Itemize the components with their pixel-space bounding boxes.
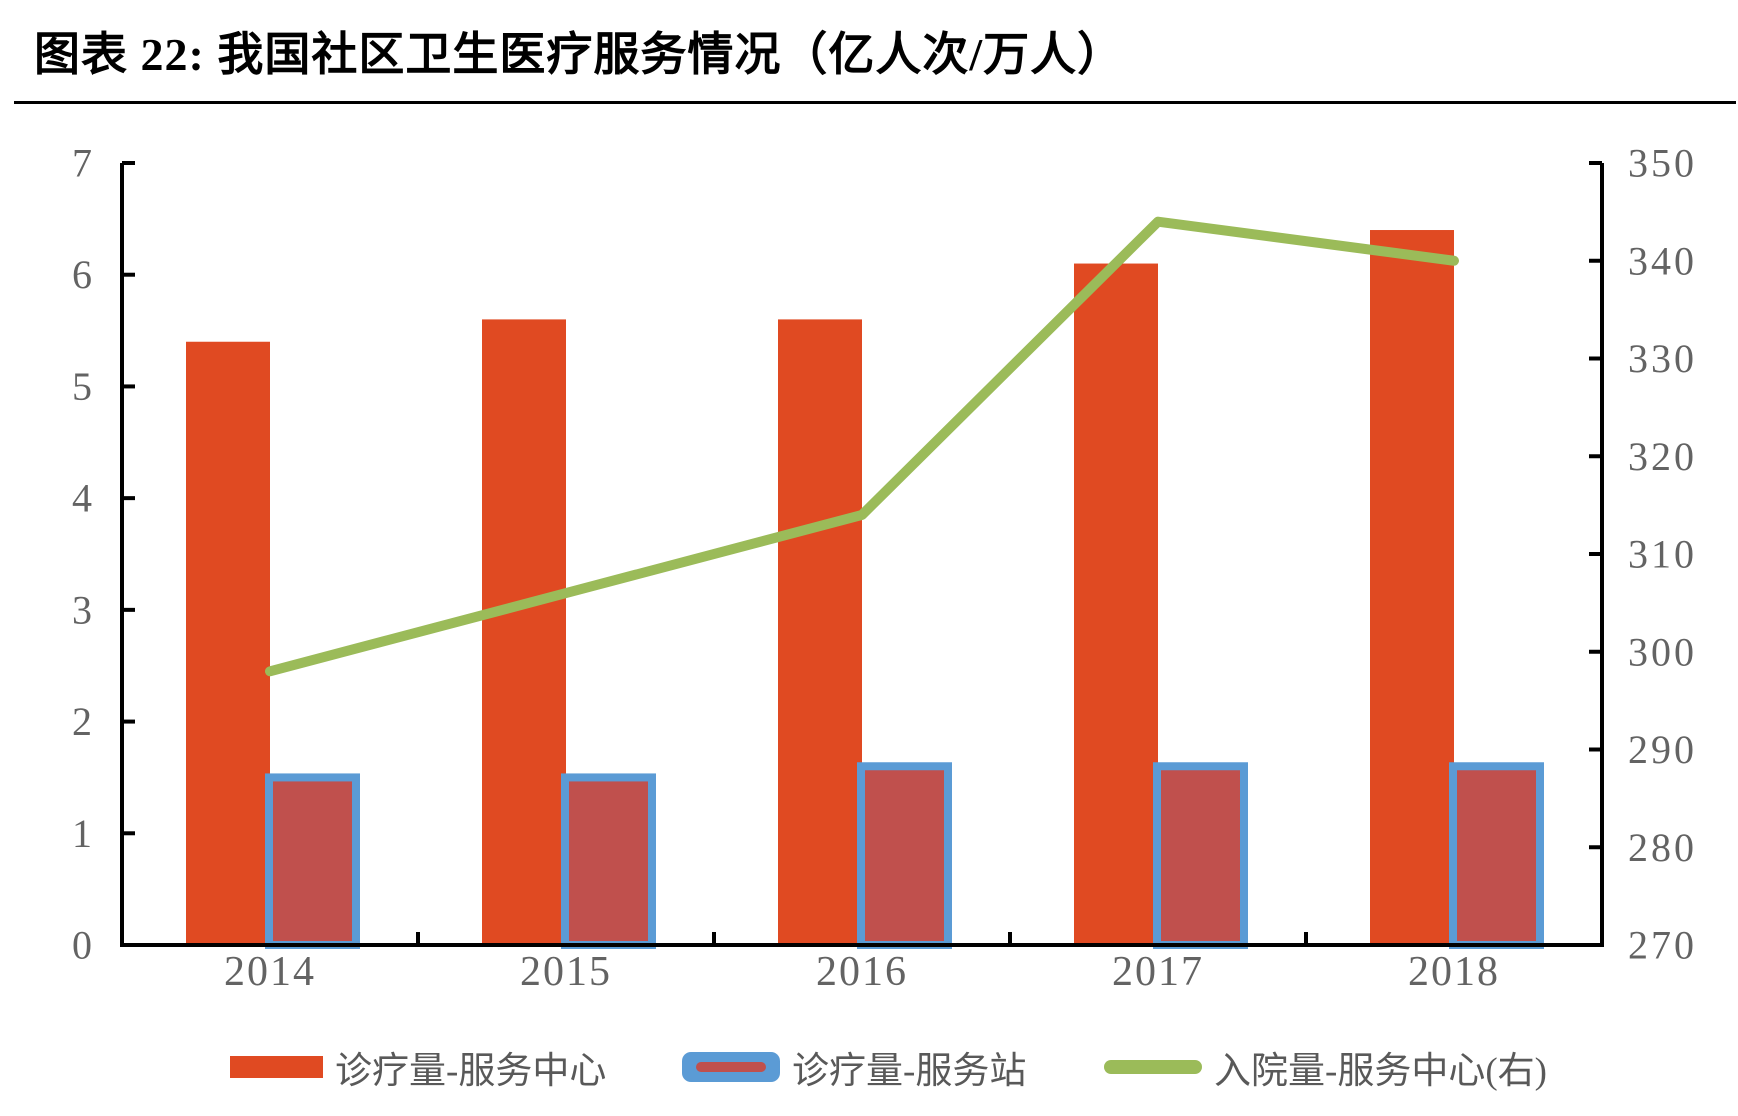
legend-swatch-stations-bar: [682, 1052, 780, 1082]
bar-stations-2017: [1153, 762, 1248, 949]
bar-centers-2015: [482, 319, 566, 945]
left-axis-tick-label: 2: [72, 699, 92, 744]
bar-stations-2016: [857, 762, 952, 949]
right-axis-tick-label: 350: [1628, 141, 1697, 186]
legend-item-stations: 诊疗量-服务站: [682, 1038, 1026, 1096]
left-axis-tick-label: 0: [72, 923, 92, 968]
right-axis-tick-label: 320: [1628, 434, 1697, 479]
right-axis-tick-label: 310: [1628, 532, 1697, 577]
left-axis-tick-label: 6: [72, 252, 92, 297]
legend-label-admissions: 入院量-服务中心(右): [1214, 1051, 1547, 1092]
legend-item-admissions: 入院量-服务中心(右): [1104, 1038, 1547, 1096]
legend-swatch-stations-inner: [696, 1062, 766, 1072]
bar-stations-2018: [1449, 762, 1544, 949]
right-axis-tick-label: 340: [1628, 238, 1697, 283]
chart-legend: 诊疗量-服务中心 诊疗量-服务站 入院量-服务中心(右): [0, 1038, 1738, 1098]
bar-stations-2015: [561, 773, 656, 950]
x-axis-category-label: 2015: [520, 949, 612, 995]
left-axis-tick-label: 1: [72, 811, 92, 856]
x-axis-category-label: 2017: [1112, 949, 1204, 995]
x-axis-category-label: 2014: [224, 949, 316, 995]
bar-centers-2017: [1074, 263, 1158, 945]
right-axis-tick-label: 280: [1628, 825, 1697, 870]
x-axis-category-label: 2018: [1408, 949, 1500, 995]
title-underline: [14, 101, 1736, 104]
line-admissions: [265, 216, 1459, 677]
bar-centers-2016: [778, 319, 862, 945]
chart-title: 图表 22: 我国社区卫生医疗服务情况（亿人次/万人）: [34, 29, 1125, 80]
legend-item-centers: 诊疗量-服务中心: [230, 1038, 606, 1096]
right-axis-tick-label: 270: [1628, 923, 1697, 968]
right-axis-tick-label: 290: [1628, 727, 1697, 772]
right-axis-tick-label: 330: [1628, 336, 1697, 381]
legend-swatch-admissions-line: [1104, 1060, 1202, 1074]
bar-stations-2014: [265, 773, 360, 950]
combo-chart: 0 1 2 3 4 5 6 7 270 280 290 300 310 320 330 340 350 2014 2…: [72, 141, 1697, 996]
left-axis-tick-label: 7: [72, 141, 92, 186]
legend-label-stations: 诊疗量-服务站: [792, 1051, 1027, 1092]
legend-swatch-centers-bar: [230, 1056, 323, 1078]
bar-centers-2018: [1370, 230, 1454, 945]
left-axis-tick-label: 3: [72, 587, 92, 632]
x-axis-category-label: 2016: [816, 949, 908, 995]
left-axis-tick-label: 5: [72, 364, 92, 409]
left-axis-tick-label: 4: [72, 476, 92, 521]
bar-centers-2014: [186, 341, 270, 945]
legend-label-centers: 诊疗量-服务中心: [335, 1051, 607, 1092]
right-axis-tick-label: 300: [1628, 629, 1697, 674]
